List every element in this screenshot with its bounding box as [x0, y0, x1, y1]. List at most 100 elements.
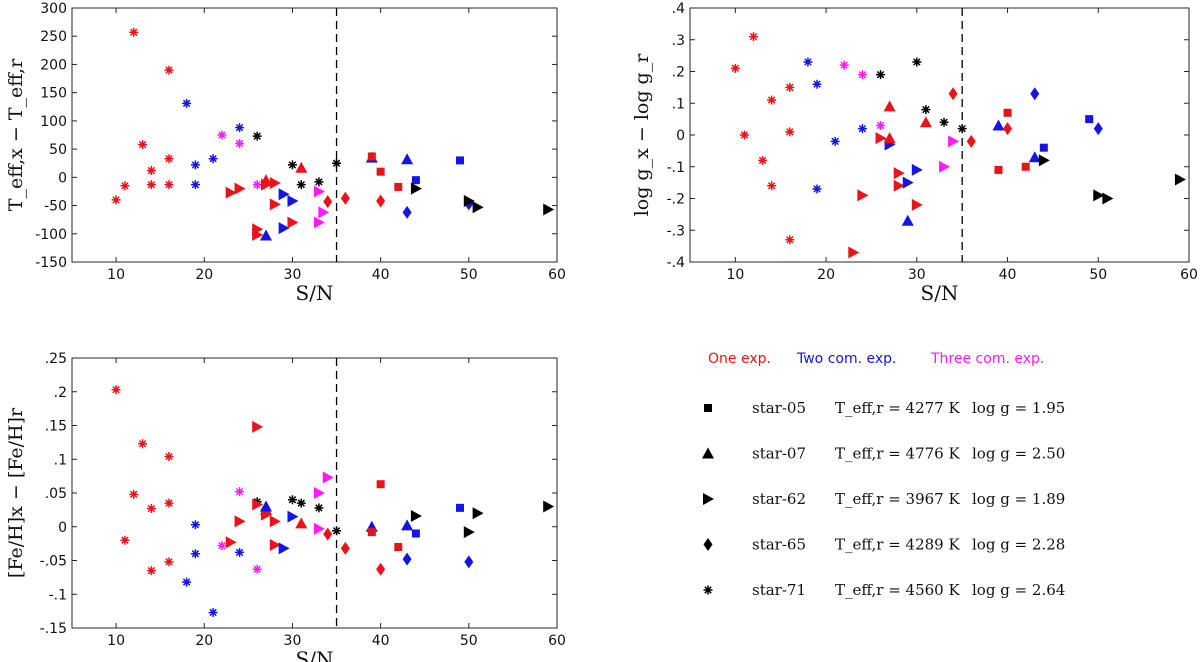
data-point — [948, 87, 958, 101]
data-point — [739, 130, 749, 140]
legend-star-teff: T_eff,r = 3967 K — [835, 490, 960, 508]
data-point — [919, 116, 932, 128]
data-point — [966, 134, 976, 148]
data-point — [235, 547, 245, 557]
data-point — [323, 527, 333, 541]
legend-star-logg: log g = 2.50 — [972, 445, 1065, 463]
data-point — [785, 127, 795, 137]
data-point — [402, 205, 412, 219]
data-point — [857, 70, 867, 80]
data-point — [182, 577, 192, 587]
data-point — [1038, 154, 1050, 167]
data-point — [164, 65, 174, 75]
data-point — [839, 60, 849, 70]
data-point — [411, 176, 420, 185]
data-point — [287, 195, 299, 208]
data-point — [402, 552, 412, 566]
data-point — [129, 27, 139, 37]
data-points — [111, 385, 555, 617]
data-point — [1028, 151, 1041, 163]
data-point — [902, 176, 914, 189]
data-point — [252, 180, 262, 190]
data-point — [260, 500, 272, 512]
data-point — [410, 182, 422, 195]
data-point — [376, 194, 386, 208]
data-point — [252, 420, 264, 433]
data-point — [269, 176, 281, 189]
data-point — [893, 179, 905, 192]
data-point — [234, 515, 246, 528]
data-point — [456, 503, 464, 512]
data-point — [138, 140, 148, 150]
data-point — [876, 70, 886, 80]
y-tick-label: .15 — [45, 419, 67, 435]
data-point — [217, 130, 227, 140]
x-tick-label: 10 — [107, 267, 125, 283]
data-point — [164, 557, 174, 567]
data-point — [260, 174, 272, 186]
y-tick-label: -.2 — [667, 192, 685, 208]
data-point — [269, 515, 281, 528]
y-tick-label: 100 — [40, 114, 67, 130]
data-point — [994, 165, 1003, 174]
y-tick-label: -.1 — [49, 587, 67, 603]
x-axis-label: S/N — [921, 281, 959, 305]
data-point — [758, 155, 768, 165]
x-axis-label: S/N — [296, 647, 334, 662]
data-point — [1093, 122, 1103, 136]
legend-exp-one: One exp. — [708, 351, 771, 367]
x-tick-label: 30 — [284, 267, 302, 283]
data-point — [164, 452, 174, 462]
data-point — [367, 528, 376, 537]
data-point — [164, 154, 174, 164]
data-point — [410, 509, 422, 522]
legend-exp-two: Two com. exp. — [796, 351, 897, 367]
x-tick-label: 40 — [372, 633, 390, 649]
data-point — [332, 158, 342, 168]
data-point — [190, 520, 200, 530]
data-point — [120, 181, 130, 191]
y-tick-label: -.1 — [667, 160, 685, 176]
data-point — [830, 136, 840, 146]
data-point — [848, 246, 860, 259]
legend-star-teff: T_eff,r = 4289 K — [835, 536, 960, 554]
y-tick-label: 0 — [58, 170, 67, 186]
data-point — [182, 98, 192, 108]
data-point — [939, 117, 949, 127]
data-point — [939, 160, 951, 173]
data-point — [992, 119, 1005, 131]
data-point — [730, 63, 740, 73]
x-tick-label: 30 — [908, 267, 926, 283]
data-point — [278, 222, 290, 235]
data-point — [463, 526, 475, 539]
chart-panel-1: 10 20 30 40 50 60 -150 -100 -50 0 50 100 150 200 250 30… — [5, 1, 566, 305]
data-point — [146, 166, 156, 176]
data-point — [749, 32, 759, 42]
x-tick-label: 60 — [1180, 267, 1198, 283]
legend-star-name: star-07 — [752, 445, 806, 463]
legend-star-logg: log g = 2.64 — [972, 581, 1065, 599]
data-point — [767, 181, 777, 191]
data-point — [376, 167, 385, 176]
data-point — [146, 180, 156, 190]
y-tick-label: 300 — [40, 1, 67, 17]
data-point — [164, 180, 174, 190]
data-point — [456, 156, 464, 165]
legend-marker-asterisk — [703, 585, 713, 595]
data-point — [234, 182, 246, 195]
data-point — [146, 566, 156, 576]
data-points — [730, 32, 1186, 259]
data-point — [401, 519, 414, 531]
data-point — [235, 123, 245, 133]
legend-star-teff: T_eff,r = 4277 K — [835, 399, 960, 417]
data-point — [313, 216, 325, 229]
data-point — [893, 167, 905, 180]
data-point — [812, 184, 822, 194]
y-tick-label: -.3 — [667, 223, 685, 239]
data-point — [129, 489, 139, 499]
data-point — [295, 517, 308, 529]
y-tick-label: 0 — [58, 520, 67, 536]
data-point — [111, 385, 121, 395]
legend: One exp. Two com. exp. Three com. exp. star… — [702, 351, 1065, 599]
